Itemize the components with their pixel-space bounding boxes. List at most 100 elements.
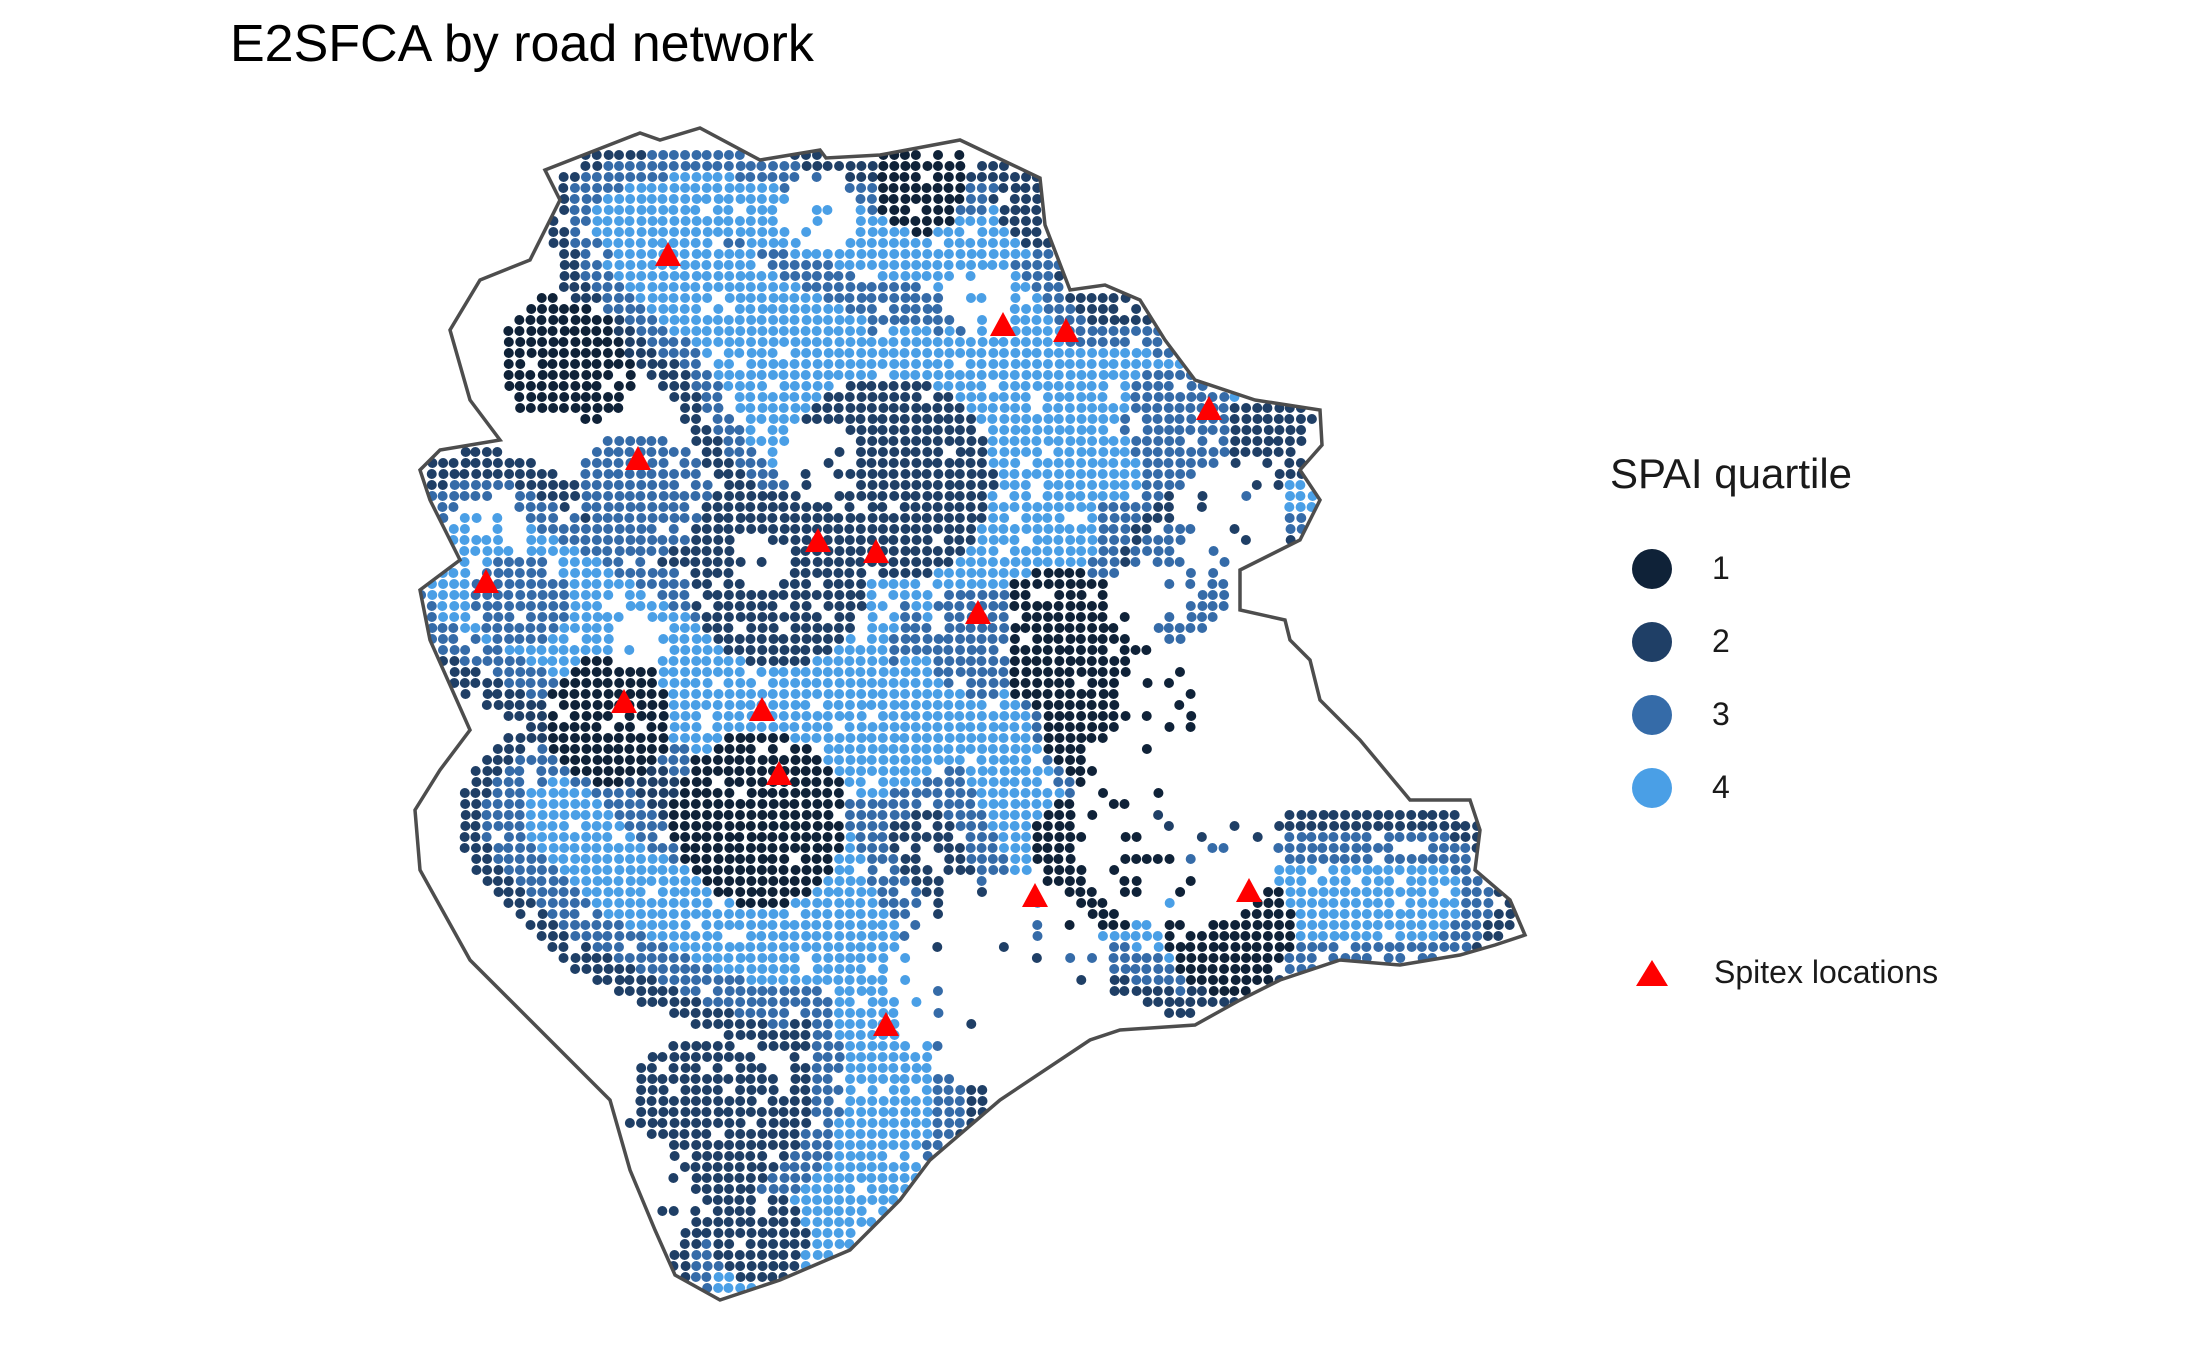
spai-dot	[1075, 777, 1086, 787]
spai-dot	[570, 491, 581, 501]
spai-dot	[801, 249, 812, 259]
spai-dot	[525, 722, 536, 732]
spai-dot	[1372, 887, 1383, 897]
spai-dot	[723, 656, 734, 666]
spai-dot	[646, 678, 657, 688]
spai-dot	[790, 249, 801, 259]
spai-dot	[580, 898, 591, 908]
spai-dot	[822, 832, 833, 842]
spai-dot	[768, 722, 779, 732]
spai-dot	[1383, 843, 1394, 853]
spai-dot	[999, 414, 1010, 424]
spitex-marker	[1236, 878, 1262, 902]
spai-dot	[746, 359, 757, 369]
spai-dot	[790, 271, 801, 281]
spai-dot	[867, 1118, 878, 1128]
spai-dot	[701, 854, 712, 864]
spai-dot	[735, 1272, 746, 1282]
spai-dot	[965, 447, 976, 457]
spai-dot	[569, 326, 580, 336]
spai-dot	[713, 469, 724, 479]
spai-dot	[845, 469, 856, 479]
spai-dot	[1219, 997, 1230, 1007]
spai-dot	[647, 1074, 658, 1084]
spai-dot	[680, 1228, 691, 1238]
spai-dot	[514, 645, 525, 655]
spai-dot	[1142, 535, 1153, 545]
spai-dot	[976, 392, 987, 402]
spai-dot	[844, 502, 855, 512]
spai-dot	[922, 601, 933, 611]
spai-dot	[976, 832, 987, 842]
spai-dot	[492, 601, 503, 611]
spai-dot	[690, 854, 701, 864]
spai-dot	[603, 469, 614, 479]
spai-dot	[789, 172, 800, 182]
spai-dot	[921, 1063, 932, 1073]
spai-dot	[690, 1074, 701, 1084]
spai-dot	[745, 634, 756, 644]
spai-dot	[911, 1162, 922, 1172]
spai-dot	[988, 711, 999, 721]
spai-dot	[767, 425, 778, 435]
spai-dot	[668, 920, 679, 930]
spai-dot	[757, 953, 768, 963]
spai-dot	[866, 304, 877, 314]
spai-dot	[691, 304, 702, 314]
spai-dot	[746, 1129, 757, 1139]
spai-dot	[591, 656, 602, 666]
spai-dot	[1119, 480, 1130, 490]
spai-dot	[811, 205, 822, 215]
spai-dot	[658, 227, 669, 237]
spai-dot	[855, 799, 866, 809]
spai-dot	[591, 821, 602, 831]
spai-dot	[647, 227, 658, 237]
spai-dot	[779, 1162, 790, 1172]
spai-dot	[988, 227, 999, 237]
spai-dot	[845, 1206, 856, 1216]
spai-dot	[955, 667, 966, 677]
spai-dot	[877, 799, 888, 809]
spai-dot	[1086, 689, 1097, 699]
spai-dot	[525, 469, 536, 479]
spai-dot	[1340, 810, 1351, 820]
spai-dot	[680, 733, 691, 743]
spai-dot	[789, 293, 800, 303]
spai-dot	[1175, 469, 1186, 479]
spai-dot	[723, 458, 734, 468]
spai-dot	[526, 524, 537, 534]
spai-dot	[580, 469, 591, 479]
spai-dot	[570, 920, 581, 930]
spai-dot	[998, 865, 1009, 875]
spai-dot	[844, 1118, 855, 1128]
spai-dot	[691, 865, 702, 875]
spai-dot	[735, 799, 746, 809]
spai-dot	[877, 1129, 888, 1139]
spai-dot	[657, 909, 668, 919]
spai-dot	[789, 601, 800, 611]
spai-dot	[1251, 931, 1262, 941]
spai-dot	[1186, 392, 1197, 402]
spai-dot	[482, 645, 493, 655]
spai-dot	[789, 931, 800, 941]
spai-dot	[790, 810, 801, 820]
spai-dot	[811, 1096, 822, 1106]
spai-dot	[955, 568, 966, 578]
spai-dot	[778, 711, 789, 721]
spai-dot	[1098, 381, 1109, 391]
spai-dot	[503, 711, 514, 721]
spai-dot	[635, 293, 646, 303]
spai-dot	[1098, 436, 1109, 446]
spai-dot	[1086, 733, 1097, 743]
spai-dot	[613, 755, 624, 765]
spai-dot	[668, 1063, 679, 1073]
spai-dot	[723, 1195, 734, 1205]
spai-dot	[1142, 326, 1153, 336]
spai-dot	[658, 172, 669, 182]
spai-dot	[658, 601, 669, 611]
spai-dot	[493, 843, 504, 853]
spai-dot	[933, 755, 944, 765]
spai-dot	[1395, 931, 1406, 941]
spai-dot	[878, 623, 889, 633]
spai-dot	[1064, 700, 1075, 710]
